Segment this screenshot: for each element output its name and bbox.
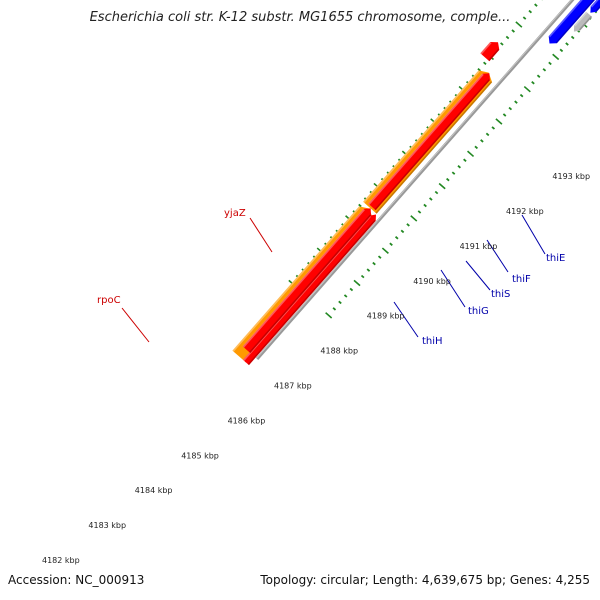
gene-feature-forward xyxy=(242,208,372,353)
inner-tick-mark xyxy=(485,132,490,137)
inner-tick-mark xyxy=(438,182,446,190)
inner-tick-mark xyxy=(360,274,365,279)
inner-tick-mark xyxy=(508,106,513,111)
accession-text: Accession: NC_000913 xyxy=(8,573,145,587)
gene-label-yjaZ: yjaZ xyxy=(224,208,246,219)
inner-tick-mark xyxy=(495,118,503,125)
outer-tick-mark xyxy=(528,9,533,14)
kbp-label: 4186 kbp xyxy=(228,416,266,425)
inner-tick-mark xyxy=(502,113,507,117)
kbp-label: 4188 kbp xyxy=(320,347,358,356)
kbp-label: 4192 kbp xyxy=(506,207,544,216)
inner-tick-mark xyxy=(400,229,405,234)
outer-tick-mark xyxy=(483,61,487,66)
inner-tick-mark xyxy=(343,294,348,298)
inner-tick-mark xyxy=(325,312,333,319)
gene-leader-line xyxy=(465,260,491,291)
kbp-label: 4190 kbp xyxy=(413,277,451,286)
inner-tick-mark xyxy=(474,145,479,150)
gene-label-thiF: thiF xyxy=(512,274,531,285)
inner-tick-mark xyxy=(480,139,484,143)
gene-feature-reverse xyxy=(590,0,600,13)
outer-tick-mark xyxy=(500,42,504,46)
gene-leader-line xyxy=(440,269,466,308)
gene-label-thiS: thiS xyxy=(491,289,510,300)
inner-tick-mark xyxy=(332,307,337,311)
inner-tick-mark xyxy=(434,190,439,195)
inner-tick-mark xyxy=(467,150,475,158)
inner-tick-mark xyxy=(519,93,524,98)
inner-tick-mark xyxy=(559,48,564,53)
outer-tick-mark xyxy=(511,29,515,33)
inner-tick-mark xyxy=(410,215,418,222)
inner-tick-mark xyxy=(349,287,354,292)
inner-tick-mark xyxy=(570,35,575,40)
inner-tick-mark xyxy=(423,203,427,208)
inner-tick-mark xyxy=(389,242,393,246)
kbp-label: 4189 kbp xyxy=(367,312,405,321)
gene-thiH xyxy=(548,0,595,44)
inner-tick-mark xyxy=(429,197,433,201)
inner-tick-mark xyxy=(542,68,547,72)
inner-tick-mark xyxy=(457,164,461,169)
outer-tick-mark xyxy=(534,3,538,7)
inner-tick-mark xyxy=(523,85,531,93)
gene-leader-line xyxy=(486,239,509,273)
inner-tick-mark xyxy=(548,61,552,66)
inner-tick-mark xyxy=(451,171,456,175)
kbp-label: 4182 kbp xyxy=(42,556,80,565)
inner-tick-mark xyxy=(338,300,342,305)
gene-leader-line xyxy=(249,217,273,253)
kbp-label: 4191 kbp xyxy=(460,242,498,251)
gene-leader-line xyxy=(393,301,419,338)
inner-tick-mark xyxy=(394,236,399,240)
gene-label-thiE: thiE xyxy=(546,253,565,264)
inner-tick-track xyxy=(325,4,600,319)
gene-feature-forward xyxy=(368,73,490,211)
inner-tick-mark xyxy=(372,261,376,266)
label-leader-lines xyxy=(121,214,546,343)
inner-tick-mark xyxy=(565,42,569,46)
outer-tick-mark xyxy=(522,16,527,20)
topology-summary-text: Topology: circular; Length: 4,639,675 bp… xyxy=(260,573,590,587)
outer-tick-mark xyxy=(505,35,510,40)
inner-tick-mark xyxy=(446,177,450,182)
outer-tick-mark xyxy=(358,203,362,208)
inner-tick-mark xyxy=(417,210,422,214)
inner-tick-mark xyxy=(552,53,560,61)
kbp-label: 4187 kbp xyxy=(274,382,312,391)
kbp-label: 4193 kbp xyxy=(552,172,590,181)
inner-tick-mark xyxy=(353,279,361,287)
feature-track xyxy=(232,0,600,366)
map-title: Escherichia coli str. K-12 substr. MG165… xyxy=(89,10,511,25)
inner-tick-mark xyxy=(514,100,518,104)
gene-label-rpoC: rpoC xyxy=(97,295,121,306)
inner-tick-mark xyxy=(381,247,389,254)
gene-label-thiH: thiH xyxy=(422,336,443,347)
kbp-label: 4184 kbp xyxy=(135,486,173,495)
kbp-label: 4185 kbp xyxy=(181,451,219,460)
inner-tick-mark xyxy=(406,223,410,227)
kbp-label: 4183 kbp xyxy=(88,521,126,530)
inner-tick-mark xyxy=(536,74,541,78)
backbone-line xyxy=(255,0,575,360)
gene-yjaZ xyxy=(480,41,500,62)
inner-tick-mark xyxy=(377,255,382,259)
inner-tick-mark xyxy=(366,268,371,272)
inner-tick-mark xyxy=(491,126,496,130)
gene-leader-line xyxy=(121,307,150,343)
inner-tick-mark xyxy=(531,80,535,85)
gene-leader-line xyxy=(521,214,546,255)
outer-tick-mark xyxy=(477,68,481,72)
inner-tick-mark xyxy=(463,158,467,162)
kbp-scale-labels: 4182 kbp 4183 kbp 4184 kbp 4185 kbp 4186 kbp… xyxy=(42,172,590,565)
gene-feature-reverse xyxy=(573,11,593,32)
backbone-track xyxy=(255,0,575,360)
gene-label-thiG: thiG xyxy=(468,306,489,317)
outer-tick-mark xyxy=(515,21,523,28)
